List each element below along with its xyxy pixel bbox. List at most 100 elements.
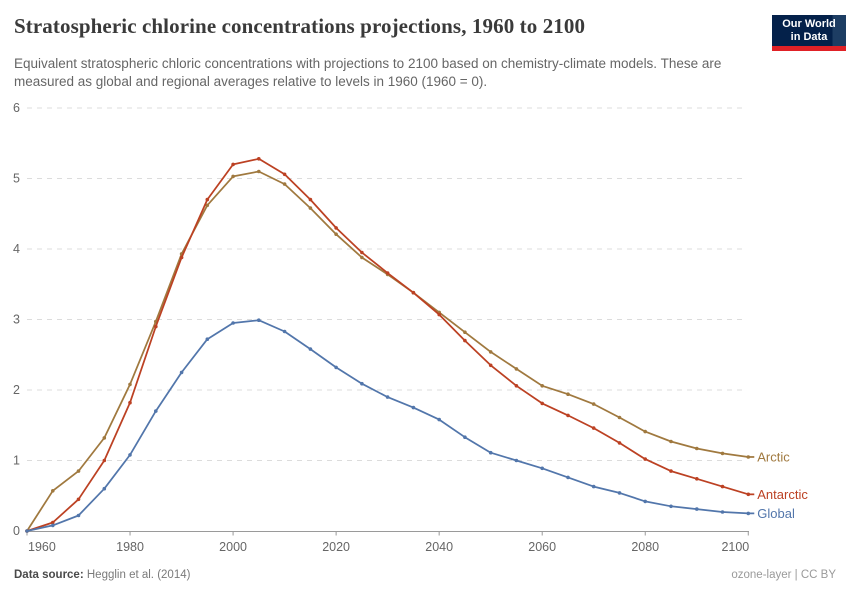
x-axis-tick-label: 2040 — [425, 540, 453, 554]
data-point — [128, 400, 132, 405]
x-axis-tick-label: 2060 — [528, 540, 556, 554]
data-point — [51, 523, 55, 528]
data-point — [128, 382, 132, 387]
data-point — [720, 484, 725, 489]
y-axis-tick-label: 4 — [13, 242, 20, 256]
series-end-label-arctic: Arctic — [757, 449, 790, 464]
data-point — [591, 426, 596, 430]
logo-line1: Our World — [782, 18, 836, 30]
data-point — [591, 484, 596, 489]
data-point — [514, 384, 519, 388]
data-point — [154, 409, 158, 413]
data-point — [514, 367, 519, 371]
owid-logo: Our World in Data — [772, 15, 846, 51]
data-point — [643, 499, 647, 504]
data-point — [669, 439, 673, 444]
data-point — [76, 497, 81, 502]
series-end-label-antarctic: Antarctic — [757, 487, 808, 502]
data-point — [308, 197, 313, 202]
data-point — [643, 429, 647, 434]
data-point — [128, 453, 132, 457]
data-point — [488, 450, 493, 455]
y-axis-tick-label: 1 — [13, 454, 20, 468]
data-point — [102, 458, 107, 463]
data-point — [51, 520, 55, 525]
data-point — [385, 395, 390, 399]
data-point — [231, 162, 235, 167]
data-point — [695, 446, 699, 451]
data-point — [643, 457, 647, 461]
data-point — [463, 330, 467, 335]
y-axis-tick-label: 3 — [13, 313, 20, 327]
data-point — [282, 182, 287, 186]
data-point — [257, 318, 261, 323]
data-source-label: Data source: — [14, 569, 84, 581]
data-point — [669, 504, 673, 509]
data-point — [334, 365, 338, 370]
data-point — [231, 174, 235, 179]
data-point — [76, 513, 81, 518]
data-point — [205, 203, 210, 208]
license-note: ozone-layer | CC BY — [731, 569, 836, 581]
data-point — [179, 370, 184, 375]
data-point — [257, 157, 261, 161]
data-point — [102, 436, 107, 440]
data-point — [51, 489, 55, 493]
data-point — [282, 172, 287, 177]
x-axis-tick-label: 2100 — [721, 540, 749, 554]
data-point — [540, 401, 544, 406]
x-axis-tick-label: 2000 — [219, 540, 247, 554]
data-point — [25, 529, 29, 533]
y-axis-tick-label: 2 — [13, 383, 20, 397]
data-point — [463, 435, 467, 440]
data-point — [437, 417, 442, 422]
data-point — [488, 363, 493, 368]
data-point — [695, 507, 699, 511]
data-point — [540, 384, 544, 388]
data-point — [308, 347, 313, 351]
data-point — [360, 250, 364, 255]
data-point — [179, 255, 184, 260]
data-point — [282, 329, 287, 334]
data-point — [669, 469, 673, 473]
data-point — [334, 226, 338, 230]
data-point — [385, 271, 390, 275]
page-title: Stratospheric chlorine concentrations pr… — [14, 14, 586, 38]
data-point — [205, 337, 210, 342]
data-point — [617, 415, 622, 420]
data-point — [463, 338, 467, 343]
data-point — [437, 312, 442, 317]
data-point — [566, 413, 570, 418]
data-point — [514, 458, 519, 463]
data-point — [411, 290, 416, 295]
data-point — [617, 441, 622, 445]
data-point — [308, 206, 313, 210]
data-point — [154, 324, 158, 329]
data-point — [257, 169, 261, 174]
data-point — [76, 469, 81, 473]
data-source-value: Hegglin et al. (2014) — [86, 569, 191, 581]
data-point — [205, 197, 210, 202]
data-point — [360, 255, 364, 260]
y-axis-tick-label: 5 — [13, 172, 20, 186]
data-point — [102, 486, 107, 491]
data-point — [231, 321, 235, 325]
data-point — [488, 350, 493, 354]
data-point — [695, 477, 699, 481]
x-axis-tick-label: 1980 — [116, 540, 144, 554]
data-point — [720, 510, 725, 514]
data-point — [360, 381, 364, 386]
data-point — [566, 475, 570, 480]
data-point — [566, 392, 570, 397]
data-point — [334, 232, 338, 236]
x-axis-tick-label: 2080 — [631, 540, 659, 554]
data-point — [591, 402, 596, 406]
chart-subtitle: Equivalent stratospheric chloric concent… — [14, 56, 722, 89]
data-source: Data source: Hegglin et al. (2014) — [14, 569, 190, 581]
data-point — [540, 466, 544, 471]
data-point — [411, 405, 416, 410]
series-line-arctic — [26, 170, 750, 532]
x-axis-tick-label: 1960 — [28, 540, 56, 554]
